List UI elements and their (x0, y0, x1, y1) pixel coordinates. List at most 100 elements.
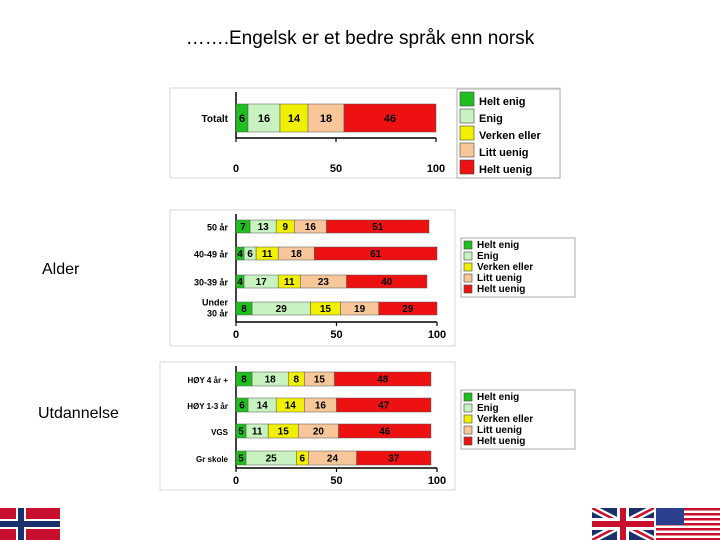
data-label: 16 (305, 222, 317, 233)
bar-segment (346, 274, 428, 289)
data-label: 15 (278, 427, 290, 438)
data-label: 48 (377, 375, 389, 386)
legend-swatch (459, 142, 475, 158)
bar-segment (247, 103, 281, 133)
category-label: 30 år (207, 309, 229, 319)
chart-totalt: 0 50 100 Totalt 6 16 14 18 46 Helt enig Enig Verken… (169, 87, 561, 179)
bar-segment (336, 397, 432, 413)
legend-swatch (463, 273, 473, 283)
legend-swatch (463, 392, 473, 402)
data-label: 16 (258, 113, 270, 125)
label-utdannelse: Utdannelse (38, 405, 119, 422)
legend-label: Verken eller (477, 262, 533, 273)
data-label: 46 (384, 113, 396, 125)
data-label: 24 (327, 454, 339, 465)
legend-swatch (463, 251, 473, 261)
category-label: Totalt (202, 114, 229, 125)
x-tick-label: 0 (233, 329, 239, 341)
category-label: Under (202, 298, 229, 308)
x-tick-label: 50 (330, 329, 342, 341)
data-label: 47 (378, 401, 390, 412)
data-label: 51 (372, 222, 384, 233)
data-label: 15 (314, 375, 326, 386)
legend-box (460, 389, 576, 450)
data-label: 8 (241, 375, 247, 386)
data-label: 29 (402, 304, 414, 315)
data-label: 11 (284, 277, 295, 288)
data-label: 61 (370, 249, 382, 260)
legend-label: Helt enig (477, 240, 519, 251)
legend-swatch (463, 240, 473, 250)
data-label: 6 (300, 454, 306, 465)
legend-label: Litt uenig (477, 425, 522, 436)
data-label: 9 (282, 222, 288, 233)
x-tick-label: 100 (428, 475, 446, 487)
bar-segment (314, 246, 438, 261)
bar-segment (279, 103, 309, 133)
legend-swatch (463, 425, 473, 435)
data-label: 46 (379, 427, 391, 438)
data-label: 4 (237, 249, 243, 260)
category-label: 50 år (207, 223, 229, 233)
legend-box (460, 237, 576, 298)
data-label: 15 (320, 304, 332, 315)
chart-utdannelse: 0 50 100 HØY 4 år + 8 18 8 15 48 HØY 1-3 år 6 14 14 1… (159, 361, 576, 491)
category-label: HØY 4 år + (187, 376, 228, 385)
data-label: 14 (285, 401, 297, 412)
data-label: 7 (240, 222, 246, 233)
bar-segment (334, 371, 432, 387)
legend-label: Verken eller (479, 130, 541, 142)
data-label: 5 (238, 427, 244, 438)
legend-swatch (463, 414, 473, 424)
legend-swatch (463, 436, 473, 446)
x-tick-label: 0 (233, 163, 239, 175)
legend-label: Helt enig (479, 96, 525, 108)
norway-flag-icon (0, 508, 60, 540)
legend-label: Helt enig (477, 392, 519, 403)
legend-swatch (463, 403, 473, 413)
data-label: 8 (241, 304, 247, 315)
data-label: 6 (239, 401, 245, 412)
data-label: 18 (265, 375, 277, 386)
data-label: 16 (315, 401, 327, 412)
legend-label: Helt uenig (479, 164, 532, 176)
legend-swatch (463, 284, 473, 294)
us-flag-icon (656, 508, 720, 540)
x-tick-label: 100 (427, 163, 445, 175)
x-tick-label: 50 (330, 475, 342, 487)
data-label: 6 (239, 113, 245, 125)
legend-label: Helt uenig (477, 436, 525, 447)
bar-segment (356, 450, 432, 466)
legend-label: Enig (477, 403, 499, 414)
legend-swatch (463, 262, 473, 272)
category-label: VGS (211, 428, 229, 437)
bar-segment (378, 301, 438, 316)
x-tick-label: 100 (428, 329, 446, 341)
legend-swatch (459, 91, 475, 107)
x-tick-label: 0 (233, 475, 239, 487)
legend-label: Verken eller (477, 414, 533, 425)
data-label: 25 (266, 454, 278, 465)
bar-segment (338, 423, 432, 439)
data-label: 17 (256, 277, 268, 288)
legend-label: Enig (477, 251, 499, 262)
label-alder: Alder (42, 261, 80, 278)
legend-swatch (459, 125, 475, 141)
data-label: 20 (313, 427, 325, 438)
data-label: 14 (257, 401, 269, 412)
data-label: 19 (354, 304, 366, 315)
data-label: 37 (388, 454, 400, 465)
bar-segment (343, 103, 437, 133)
category-label: 40-49 år (194, 250, 229, 260)
data-label: 18 (320, 113, 332, 125)
data-label: 29 (276, 304, 288, 315)
bar-segment (307, 103, 345, 133)
legend-label: Litt uenig (477, 273, 522, 284)
data-label: 13 (258, 222, 270, 233)
data-label: 6 (247, 249, 253, 260)
legend-label: Litt uenig (479, 147, 529, 159)
data-label: 11 (262, 249, 273, 260)
x-tick-label: 50 (330, 163, 342, 175)
